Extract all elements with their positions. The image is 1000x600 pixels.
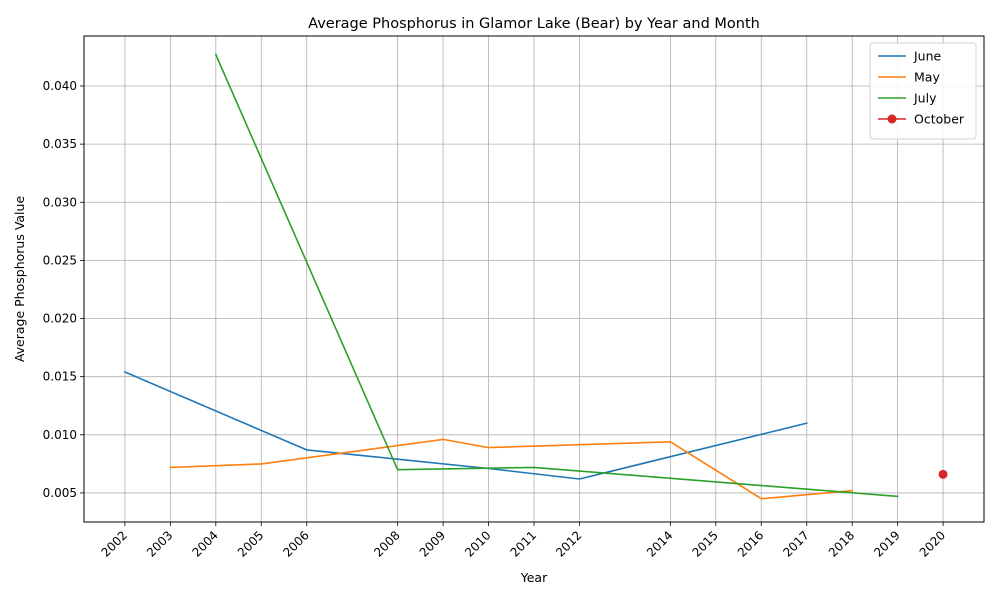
grid-lines	[84, 36, 984, 522]
legend-marker-october	[887, 114, 897, 124]
legend-label-october: October	[914, 112, 965, 127]
data-point-october	[938, 469, 948, 479]
series-line-july	[214, 53, 899, 498]
y-tick-label: 0.030	[43, 195, 77, 209]
y-tick-label: 0.010	[43, 428, 77, 442]
legend-box	[869, 42, 977, 140]
legend: June May July October	[869, 42, 977, 140]
legend-label-july: July	[913, 91, 937, 106]
chart-title: Average Phosphorus in Glamor Lake (Bear)…	[308, 16, 760, 32]
series-line-may	[169, 438, 854, 500]
y-tick-label: 0.005	[43, 486, 77, 500]
series-line-june	[123, 370, 808, 480]
y-axis-label: Average Phosphorus Value	[12, 196, 27, 363]
y-tick-label: 0.020	[43, 312, 77, 326]
y-tick-label: 0.040	[43, 79, 77, 93]
series-lines	[123, 53, 948, 500]
y-tick-label: 0.025	[43, 253, 77, 267]
x-axis-label: Year	[520, 570, 548, 585]
y-axis-ticks: 0.005 0.010 0.015 0.020 0.025 0.030 0.035 0.040	[43, 79, 84, 500]
y-tick-label: 0.015	[43, 370, 77, 384]
legend-label-may: May	[914, 70, 940, 85]
legend-label-june: June	[913, 49, 942, 64]
y-tick-label: 0.035	[43, 137, 77, 151]
